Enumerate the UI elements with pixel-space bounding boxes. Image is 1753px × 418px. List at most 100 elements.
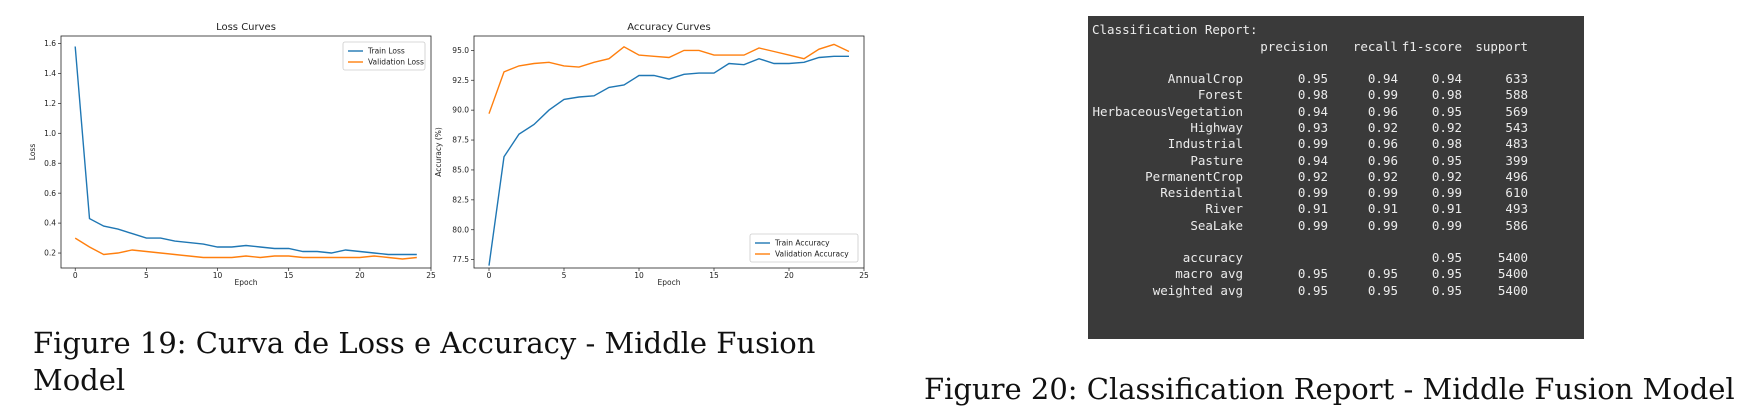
report-cell-support: 483: [1505, 136, 1528, 152]
loss-x-tick-label: 0: [73, 271, 78, 280]
acc-y-tick-label: 92.5: [452, 76, 469, 85]
report-column-header: support: [1475, 39, 1528, 54]
loss-y-tick-label: 0.2: [44, 249, 56, 258]
report-summary-row: weighted avg 0.95 0.95 0.95 5400: [1088, 282, 1584, 300]
report-summary-label: macro avg: [1175, 266, 1243, 282]
report-column-header: recall: [1352, 39, 1398, 54]
report-column-header: precision: [1260, 39, 1328, 54]
report-cell-support: 610: [1505, 185, 1528, 201]
report-cell-recall: 0.96: [1367, 103, 1398, 119]
training-curves-figure: Loss Curves Epoch Loss 0 5 10 15 20 25 0.2 0.4 0.6 0…: [28, 22, 869, 287]
loss-series-line-1: [74, 46, 417, 256]
loss-legend: Train Loss Validation Loss: [342, 41, 426, 71]
acc-legend-entry-2: Validation Accuracy: [775, 250, 849, 259]
report-summary-cell-recall: 0.95: [1367, 266, 1398, 282]
report-cell-recall: 0.94: [1367, 71, 1398, 86]
report-row-label: SeaLake: [1190, 217, 1243, 233]
report-row: Highway 0.93 0.92 0.92 543: [1088, 119, 1584, 137]
report-row-label: PermanentCrop: [1145, 168, 1243, 184]
report-cell-recall: 0.99: [1367, 217, 1398, 233]
report-row: Forest 0.98 0.99 0.98 588: [1088, 86, 1584, 104]
acc-y-tick-label: 80.0: [452, 225, 469, 234]
report-cell-support: 493: [1505, 201, 1528, 217]
report-row-label: River: [1205, 201, 1243, 217]
report-cell-f1-score: 0.95: [1431, 103, 1462, 119]
report-cell-precision: 0.93: [1297, 119, 1328, 135]
report-summary-cell-precision: 0.95: [1297, 266, 1328, 282]
loss-chart-title: Loss Curves: [216, 22, 276, 33]
report-row-label: HerbaceousVegetation: [1092, 103, 1243, 119]
acc-y-tick-label: 95.0: [452, 46, 469, 55]
report-title: Classification Report:: [1092, 22, 1258, 37]
loss-y-axis-label: Loss: [28, 144, 37, 161]
report-column-header: f1-score: [1401, 39, 1462, 54]
loss-x-tick-label: 5: [144, 271, 149, 280]
report-cell-support: 496: [1505, 168, 1528, 184]
report-cell-support: 588: [1505, 87, 1528, 103]
report-row: AnnualCrop 0.95 0.94 0.94 633: [1088, 70, 1584, 88]
report-row: PermanentCrop 0.92 0.92 0.92 496: [1088, 168, 1584, 186]
figure-19-caption: Figure 19: Curva de Loss e Accuracy - Mi…: [33, 326, 816, 397]
report-summary-label: weighted avg: [1152, 282, 1243, 298]
acc-series-line-2: [488, 43, 850, 114]
acc-y-tick-label: 87.5: [452, 136, 469, 145]
report-row: Residential 0.99 0.99 0.99 610: [1088, 184, 1584, 202]
acc-y-tick-label: 82.5: [452, 195, 469, 204]
loss-y-tick-label: 1.6: [44, 39, 56, 48]
report-cell-precision: 0.99: [1297, 136, 1328, 152]
acc-legend-entry-1: Train Accuracy: [774, 239, 830, 248]
acc-chart-title: Accuracy Curves: [627, 22, 711, 33]
loss-x-tick-label: 20: [355, 271, 365, 280]
loss-y-tick-label: 0.6: [44, 189, 56, 198]
report-cell-support: 543: [1505, 119, 1528, 135]
report-cell-support: 399: [1505, 152, 1528, 168]
classification-report: Classification Report: precision recall f1-…: [1088, 16, 1584, 339]
loss-x-axis-label: Epoch: [235, 278, 258, 287]
report-cell-f1-score: 0.91: [1431, 201, 1462, 217]
acc-y-tick-label: 90.0: [452, 106, 469, 115]
loss-y-tick-label: 0.4: [44, 219, 56, 228]
report-cell-f1-score: 0.99: [1431, 185, 1462, 201]
report-summary-cell-support: 5400: [1497, 266, 1528, 282]
loss-legend-entry-1: Train Loss: [367, 47, 405, 56]
report-summary-cell-f1-score: 0.95: [1431, 250, 1462, 265]
loss-legend-box: [342, 41, 426, 71]
report-row: HerbaceousVegetation 0.94 0.96 0.95 569: [1088, 103, 1584, 121]
acc-chart: Accuracy Curves Epoch Accuracy (%) 0 5 10 15 20…: [434, 22, 869, 287]
loss-y-tick-label: 1.0: [44, 129, 56, 138]
report-summary-cell-support: 5400: [1497, 282, 1528, 298]
report-cell-recall: 0.91: [1367, 201, 1398, 217]
acc-y-tick-label: 85.0: [452, 166, 469, 175]
acc-x-tick-label: 20: [784, 271, 794, 280]
loss-x-tick-label: 25: [426, 271, 436, 280]
loss-y-tick-label: 1.4: [44, 69, 56, 78]
report-cell-precision: 0.99: [1297, 185, 1328, 201]
report-row-label: Highway: [1190, 119, 1243, 135]
loss-y-tick-label: 1.2: [44, 99, 56, 108]
loss-plot-frame: [60, 35, 432, 269]
report-cell-support: 569: [1505, 103, 1528, 119]
acc-x-tick-label: 0: [487, 271, 492, 280]
report-cell-recall: 0.96: [1367, 136, 1398, 152]
loss-y-tick-label: 0.8: [44, 159, 56, 168]
report-cell-recall: 0.92: [1367, 168, 1398, 184]
report-summary-cell-recall: 0.95: [1367, 282, 1398, 298]
acc-series-line-1: [488, 55, 849, 266]
report-summary-label: accuracy: [1182, 250, 1243, 265]
report-cell-f1-score: 0.92: [1431, 119, 1462, 135]
report-row: SeaLake 0.99 0.99 0.99 586: [1088, 217, 1584, 235]
report-summary-cell-precision: 0.95: [1297, 282, 1328, 298]
report-cell-precision: 0.99: [1297, 217, 1328, 233]
report-cell-f1-score: 0.99: [1431, 217, 1462, 233]
report-header-row: precision recall f1-score support: [1088, 38, 1584, 56]
acc-y-tick-label: 77.5: [452, 255, 469, 264]
acc-x-tick-label: 10: [634, 271, 644, 280]
report-cell-precision: 0.94: [1297, 103, 1328, 119]
report-summary-cell-f1-score: 0.95: [1431, 266, 1462, 282]
report-cell-f1-score: 0.95: [1431, 152, 1462, 168]
report-row: River 0.91 0.91 0.91 493: [1088, 200, 1584, 218]
loss-x-tick-label: 10: [213, 271, 223, 280]
report-cell-support: 586: [1505, 217, 1528, 233]
report-cell-precision: 0.94: [1297, 152, 1328, 168]
report-cell-recall: 0.92: [1367, 119, 1398, 135]
